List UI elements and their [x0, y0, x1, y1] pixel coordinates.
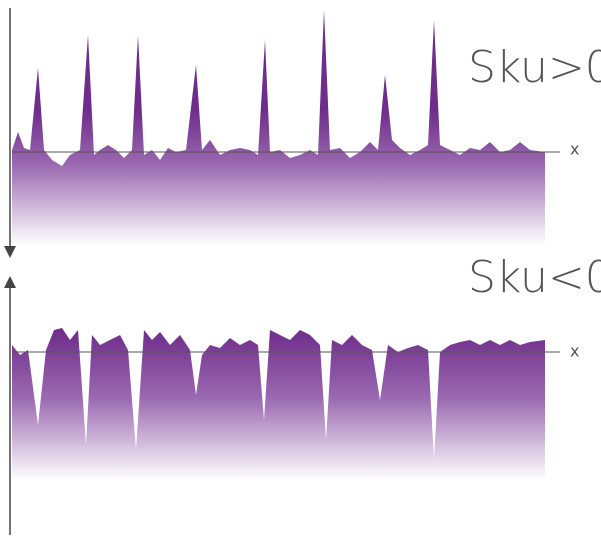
axis-label: x [570, 140, 579, 159]
skew-label: Sku>0 [468, 42, 601, 93]
profile-negative-skew [12, 328, 545, 480]
profile-positive-skew [12, 10, 545, 245]
axis-label: x [570, 342, 579, 361]
skew-label: Sku<0 [468, 252, 601, 303]
